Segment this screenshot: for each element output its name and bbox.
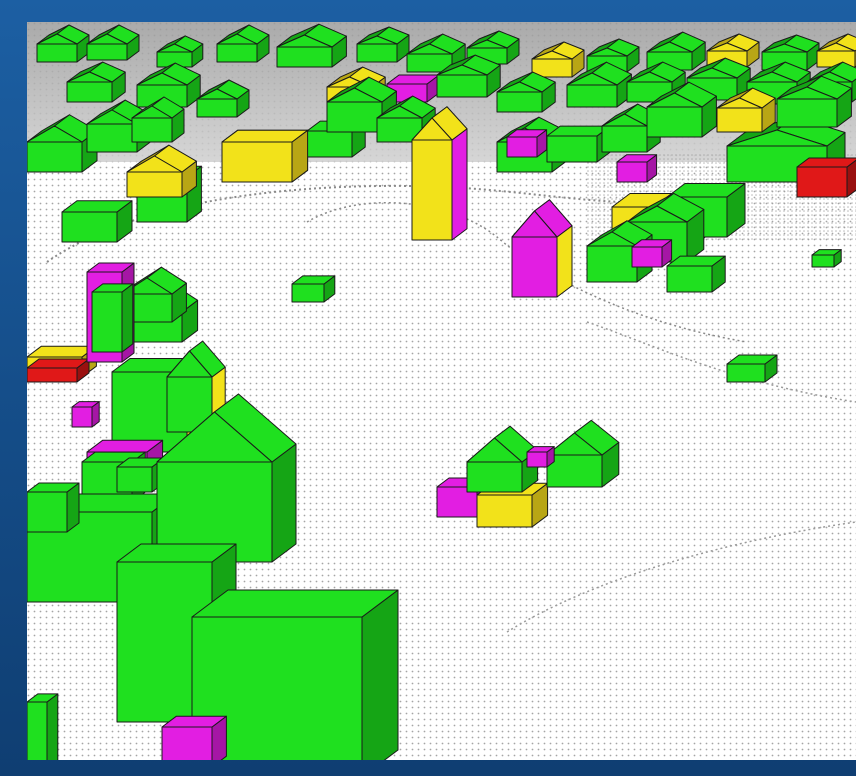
building — [686, 57, 751, 101]
building — [86, 24, 140, 61]
building — [796, 157, 856, 198]
building-group — [27, 23, 856, 760]
building — [811, 249, 842, 268]
building — [616, 154, 658, 183]
building — [27, 358, 90, 383]
building — [726, 354, 778, 383]
building — [216, 24, 270, 63]
building — [716, 87, 776, 133]
building — [666, 255, 726, 293]
building — [27, 693, 59, 760]
building — [406, 33, 466, 73]
city-scene — [27, 22, 856, 760]
building — [646, 81, 717, 138]
building — [326, 76, 397, 133]
building — [136, 62, 201, 108]
building — [466, 30, 520, 65]
building — [291, 275, 336, 303]
building — [66, 61, 126, 103]
building — [531, 41, 585, 78]
3d-viewport[interactable] — [27, 22, 856, 760]
terrain-contour — [306, 202, 748, 343]
building — [191, 589, 399, 760]
building — [411, 106, 468, 241]
building — [36, 24, 90, 63]
building — [631, 239, 673, 268]
building — [71, 401, 100, 428]
building — [196, 79, 250, 118]
building — [156, 393, 297, 563]
building — [511, 199, 573, 298]
terrain-contour — [506, 521, 856, 633]
building — [86, 99, 151, 153]
building — [161, 715, 227, 760]
building — [27, 482, 80, 533]
building — [761, 34, 820, 71]
building — [131, 96, 185, 143]
building — [276, 23, 347, 68]
building — [566, 61, 632, 108]
building — [546, 125, 611, 163]
building — [156, 35, 204, 68]
building — [221, 129, 309, 183]
building — [526, 446, 555, 468]
building — [776, 75, 852, 128]
building — [436, 54, 501, 98]
building — [61, 200, 133, 243]
building — [506, 129, 548, 158]
building — [376, 95, 436, 143]
building — [356, 26, 410, 63]
building — [91, 283, 134, 353]
building — [126, 144, 197, 198]
building — [546, 419, 620, 488]
terrain-contour — [586, 321, 856, 403]
building — [496, 71, 556, 113]
building — [166, 340, 226, 433]
